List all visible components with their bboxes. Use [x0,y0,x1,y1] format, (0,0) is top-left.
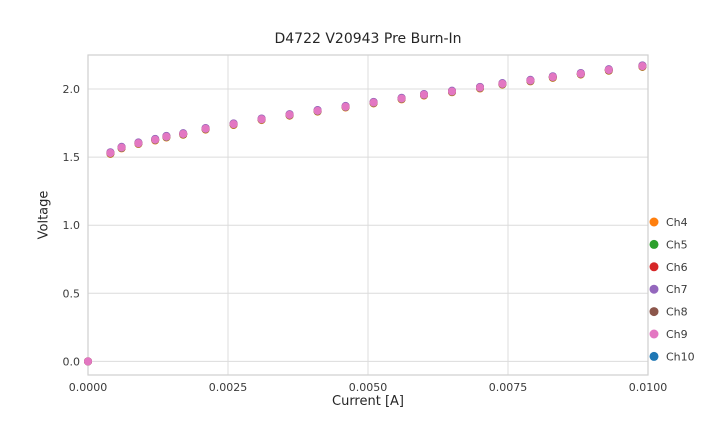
legend-label-ch6: Ch6 [666,261,688,274]
legend-label-ch9: Ch9 [666,328,688,341]
data-point-ch9 [341,102,350,111]
legend-marker-ch4 [649,217,659,227]
x-tick-label: 0.0025 [209,381,248,394]
data-point-ch9 [638,62,647,71]
x-tick-label: 0.0100 [629,381,668,394]
y-axis-label: Voltage [36,190,52,240]
data-point-ch9 [420,90,428,99]
legend-label-ch8: Ch8 [666,306,688,319]
data-point-ch9 [476,83,484,92]
data-point-ch9 [397,94,406,103]
plot-border [87,54,649,376]
legend-marker-ch7 [649,284,659,294]
data-point-ch9 [548,73,557,82]
legend-label-ch10: Ch10 [666,350,695,363]
x-tick-label: 0.0050 [349,381,388,394]
y-tick-label: 1.5 [63,151,81,164]
chart-title: D4722 V20943 Pre Burn-In [274,31,462,47]
y-tick-label: 2.0 [63,83,81,96]
data-point-ch9 [526,76,535,85]
data-point-ch9 [117,143,126,152]
data-point-ch9 [84,357,92,366]
data-point-ch9 [151,135,160,144]
data-point-ch9 [229,120,238,129]
legend-label-ch4: Ch4 [666,216,688,229]
data-point-ch9 [313,106,322,115]
legend-marker-ch10 [649,351,659,361]
data-point-ch9 [179,129,188,138]
y-tick-label: 0.0 [63,355,81,368]
legend-marker-ch8 [649,307,659,317]
y-tick-label: 1.0 [63,219,81,232]
legend-marker-ch5 [649,239,659,249]
legend-marker-ch9 [649,329,659,339]
data-point-ch9 [498,79,507,88]
data-point-ch9 [448,87,456,96]
legend-label-ch5: Ch5 [666,238,688,251]
data-point-ch9 [604,65,613,74]
legend-marker-ch6 [649,262,659,272]
data-point-ch9 [106,149,115,158]
data-point-ch9 [201,124,210,133]
data-point-ch9 [257,115,266,124]
x-tick-label: 0.0075 [489,381,528,394]
y-tick-label: 0.5 [63,287,81,300]
x-tick-label: 0.0000 [69,381,108,394]
x-axis-label: Current [A] [332,394,404,409]
data-point-ch9 [576,69,585,78]
legend-label-ch7: Ch7 [666,283,688,296]
data-point-ch9 [285,110,294,119]
data-point-ch9 [134,139,143,148]
data-point-ch9 [162,132,171,141]
data-point-ch9 [369,98,378,107]
